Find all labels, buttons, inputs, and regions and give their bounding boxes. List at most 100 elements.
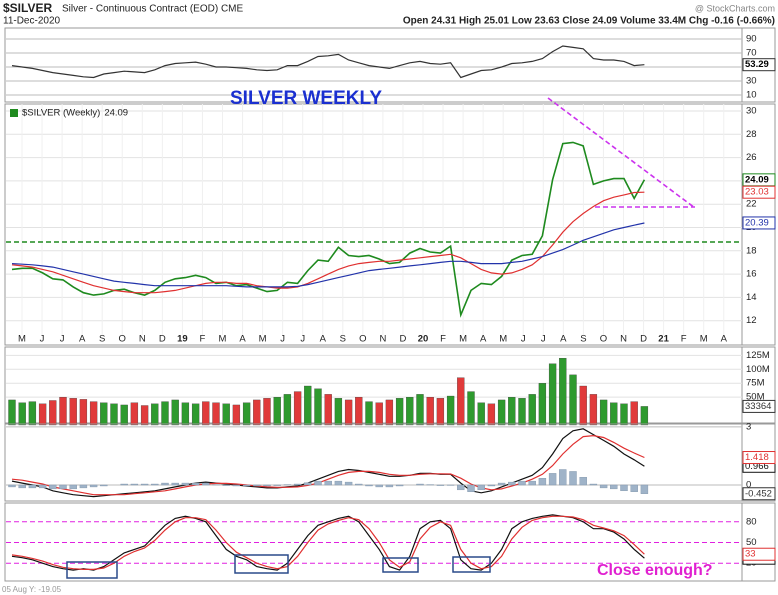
x-tick-label: 21 bbox=[658, 334, 669, 345]
volume-bar bbox=[273, 396, 281, 426]
last-value-label: 20.39 bbox=[745, 217, 769, 228]
last-value-box bbox=[742, 399, 776, 413]
volume-bar bbox=[100, 402, 108, 426]
description: Silver - Continuous Contract (EOD) CME bbox=[62, 4, 243, 15]
x-tick-label: A bbox=[239, 334, 246, 345]
histogram-bar bbox=[477, 484, 485, 491]
highlight-box bbox=[234, 554, 289, 574]
x-tick-label: O bbox=[359, 334, 366, 345]
histogram-bar bbox=[344, 481, 353, 486]
volume-bar bbox=[242, 402, 251, 426]
volume-bar bbox=[110, 403, 118, 426]
series-line bbox=[11, 222, 645, 288]
histogram-bar bbox=[620, 484, 628, 492]
volume-bar bbox=[569, 374, 577, 426]
x-tick-label: J bbox=[280, 334, 285, 345]
x-tick-label: J bbox=[40, 334, 45, 345]
volume-bar bbox=[18, 402, 26, 426]
symbol: $SILVER bbox=[3, 1, 52, 15]
volume-bar bbox=[191, 403, 200, 426]
histogram-bar bbox=[314, 480, 322, 486]
y-tick-label: 100M bbox=[746, 364, 770, 375]
histogram-bar bbox=[28, 484, 37, 489]
histogram-bar bbox=[630, 484, 638, 492]
highlight-box bbox=[452, 556, 491, 573]
volume-bar bbox=[79, 399, 88, 426]
histogram-bar bbox=[497, 482, 506, 486]
series-line bbox=[11, 45, 645, 79]
x-tick-label: D bbox=[400, 334, 407, 345]
series-line bbox=[11, 191, 645, 294]
histogram-bar bbox=[416, 483, 424, 486]
histogram-bar bbox=[161, 482, 169, 486]
y-tick-label: 18 bbox=[746, 245, 757, 256]
histogram-bar bbox=[191, 482, 200, 486]
date: 11-Dec-2020 bbox=[3, 16, 61, 27]
x-tick-label: 20 bbox=[418, 334, 429, 345]
x-tick-label: A bbox=[320, 334, 327, 345]
volume-bar bbox=[151, 403, 159, 426]
histogram-bar bbox=[130, 483, 139, 486]
last-value-label: 33364 bbox=[745, 401, 771, 412]
histogram-bar bbox=[181, 482, 190, 486]
histogram-bar bbox=[140, 483, 149, 486]
volume-bar bbox=[334, 398, 343, 426]
annotation-title: SILVER WEEKLY bbox=[230, 88, 382, 109]
volume-bar bbox=[395, 398, 404, 426]
histogram-bar bbox=[436, 484, 445, 486]
source: @ StockCharts.com bbox=[695, 3, 775, 13]
highlight-box bbox=[66, 561, 118, 579]
histogram-bar bbox=[69, 484, 77, 490]
volume-bar bbox=[49, 400, 57, 426]
volume-bar bbox=[253, 399, 261, 426]
legend-value: 24.09 bbox=[104, 108, 128, 119]
histogram-bar bbox=[579, 477, 587, 486]
volume-bar bbox=[436, 398, 445, 426]
histogram-bar bbox=[324, 480, 332, 486]
panels: 103050709053.2912141618202224262830MJJAS… bbox=[4, 27, 776, 582]
volume-bar bbox=[630, 401, 638, 426]
y-tick-label: 12 bbox=[746, 315, 757, 326]
volume-bar bbox=[487, 403, 496, 426]
x-tick-label: M bbox=[700, 334, 708, 345]
histogram-bar bbox=[528, 480, 536, 486]
histogram-bar bbox=[59, 484, 67, 490]
histogram-bar bbox=[100, 484, 108, 487]
histogram-bar bbox=[304, 482, 312, 486]
last-value-box bbox=[742, 487, 776, 501]
x-tick-label: D bbox=[640, 334, 647, 345]
panel-frame bbox=[4, 423, 776, 502]
histogram-bar bbox=[273, 484, 281, 486]
x-tick-label: S bbox=[580, 334, 586, 345]
legend-swatch bbox=[10, 109, 18, 117]
volume-bar bbox=[559, 357, 567, 426]
volume-bar bbox=[8, 399, 16, 426]
volume-bar bbox=[548, 363, 557, 426]
volume-bar bbox=[171, 399, 179, 426]
y-tick-label: 10 bbox=[746, 90, 757, 101]
volume-bar bbox=[579, 385, 587, 426]
x-tick-label: 19 bbox=[177, 334, 188, 345]
last-value-label: -0.452 bbox=[745, 488, 772, 499]
x-tick-label: M bbox=[18, 334, 26, 345]
histogram-bar bbox=[242, 484, 251, 487]
histogram-bar bbox=[487, 484, 496, 487]
histogram-bar bbox=[222, 484, 230, 486]
histogram-bar bbox=[8, 484, 16, 488]
volume-bar bbox=[161, 401, 169, 426]
volume-bar bbox=[375, 402, 383, 426]
histogram-bar bbox=[548, 473, 557, 486]
volume-bar bbox=[477, 402, 485, 426]
histogram-bar bbox=[508, 481, 516, 486]
histogram-bar bbox=[589, 483, 598, 486]
volume-bar bbox=[120, 404, 128, 426]
histogram-bar bbox=[202, 482, 210, 486]
last-value-label: 24.09 bbox=[745, 174, 769, 185]
volume-bar bbox=[344, 399, 353, 426]
volume-bar bbox=[355, 396, 363, 426]
volume-bar bbox=[263, 398, 271, 426]
y-tick-label: 0 bbox=[746, 480, 751, 491]
histogram-bar bbox=[569, 471, 577, 486]
histogram-bar bbox=[599, 484, 608, 489]
volume-bar bbox=[416, 394, 424, 426]
